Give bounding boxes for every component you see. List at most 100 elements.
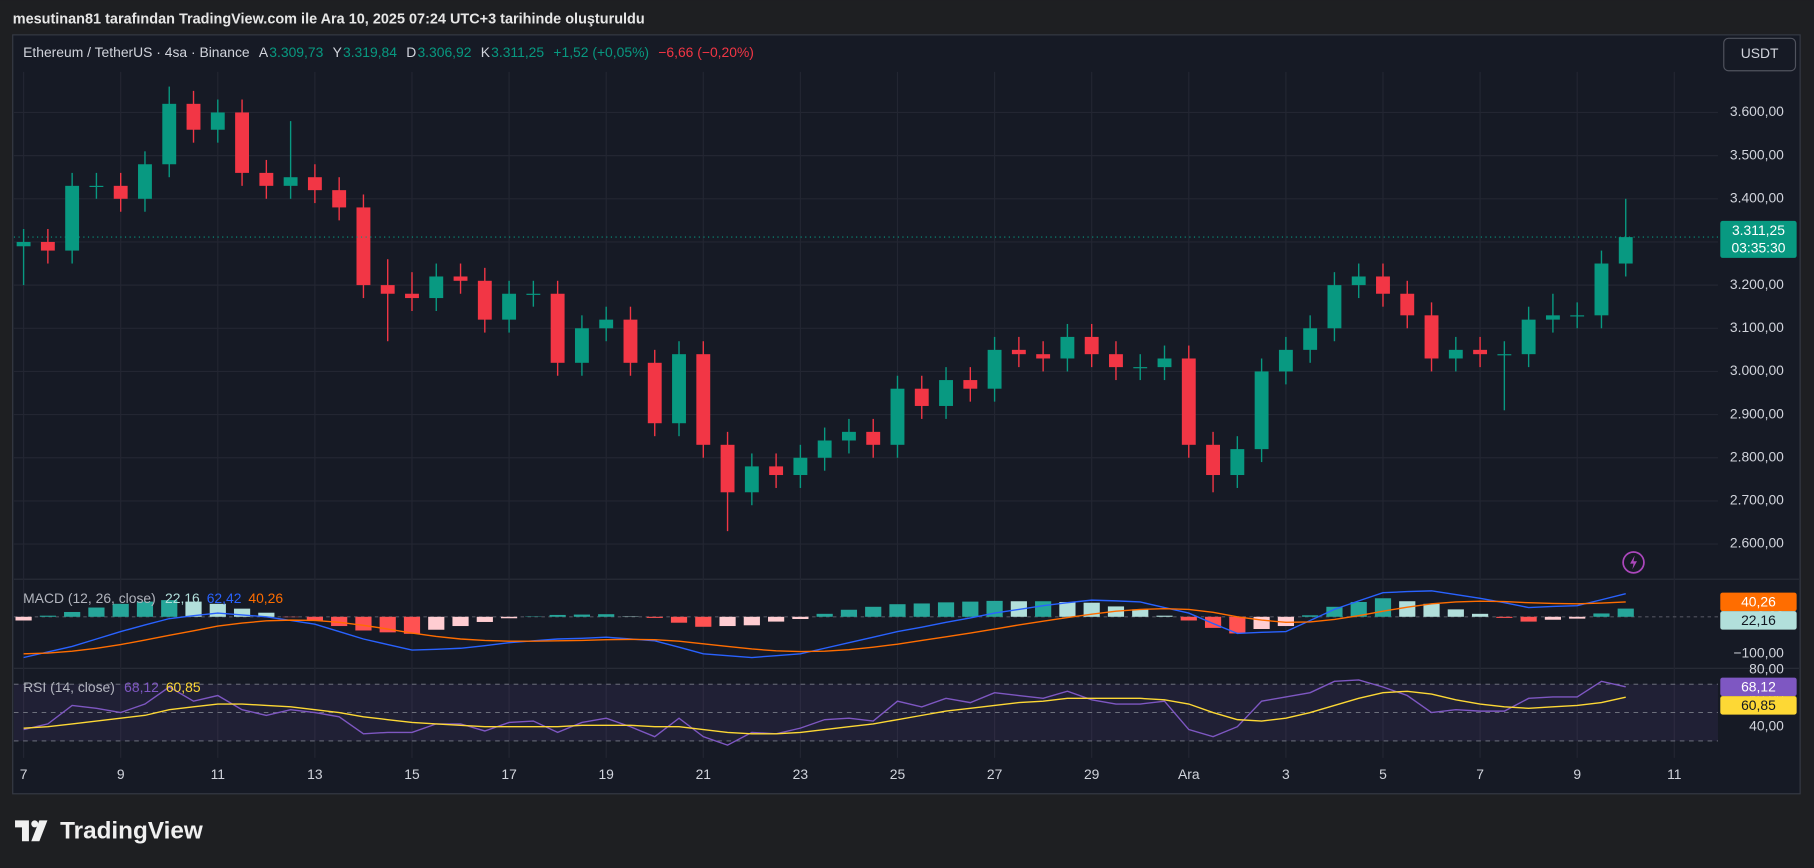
y-tick-label: 3.000,00 [1730, 362, 1784, 378]
candle-body [866, 431, 881, 445]
candle-body [89, 185, 104, 187]
candle-body [939, 380, 953, 406]
histogram-bar [889, 604, 906, 617]
currency-button[interactable] [1723, 37, 1797, 72]
candle-body [65, 185, 80, 251]
histogram-bar [233, 608, 251, 617]
price-tag [1720, 677, 1797, 697]
candle-body [696, 354, 711, 445]
currency-label[interactable]: USDT [1741, 45, 1779, 61]
candle-body [1278, 349, 1293, 372]
x-tick-label: 23 [793, 766, 809, 782]
histogram-bar [428, 616, 445, 630]
ohlc-value: 3.306,92 [417, 44, 471, 60]
candle-body [332, 190, 347, 208]
marks-layer [13, 86, 1718, 746]
brand-logo [15, 820, 48, 842]
histogram-bar [1253, 616, 1270, 630]
histogram-bar [1544, 616, 1562, 620]
candle-body [1545, 315, 1560, 320]
y-tick-label: 3.600,00 [1730, 103, 1784, 119]
x-tick-label: 11 [1667, 766, 1682, 782]
histogram-bar [1471, 613, 1489, 617]
last-price-tag [1720, 220, 1797, 258]
price-tag [1720, 611, 1797, 630]
histogram-bar [816, 613, 833, 617]
candle-body [793, 457, 808, 476]
day-change-value: −6,66 (−0,20%) [658, 44, 754, 60]
candle-body [599, 319, 614, 329]
histogram-bar [1229, 616, 1246, 634]
candle-body [429, 276, 444, 299]
histogram-bar [355, 616, 372, 631]
candle-body [623, 319, 638, 363]
brand-name: TradingView [60, 817, 203, 844]
histogram-bar [1204, 616, 1222, 628]
ohlc-value: 3.309,73 [269, 44, 323, 60]
price-tag [1720, 592, 1797, 612]
ohlc-key: D [406, 44, 416, 60]
y-tick-label: 3.400,00 [1730, 189, 1784, 205]
price-tag-label: 68,12 [1741, 679, 1776, 695]
change-value: +1,52 (+0,05%) [553, 44, 649, 60]
histogram-bar [670, 616, 688, 623]
candle-body [405, 293, 419, 299]
candle-body [1109, 354, 1123, 368]
histogram-bar [1520, 616, 1537, 622]
x-tick-label: 13 [307, 766, 323, 782]
candle-body [744, 466, 759, 493]
histogram-bar [185, 601, 202, 617]
candle-body [186, 103, 201, 130]
legend-value: 60,85 [166, 679, 201, 695]
candle-body [1327, 285, 1342, 329]
histogram-bar [695, 616, 712, 627]
x-tick-label: 29 [1084, 766, 1100, 782]
alert-bolt[interactable] [1630, 555, 1637, 570]
indicator-title: RSI (14, close) [23, 679, 115, 695]
ohlc-value: 3.311,25 [491, 44, 544, 60]
candle-body [40, 241, 55, 251]
candle-body [963, 380, 978, 389]
x-tick-label: 27 [987, 766, 1003, 782]
x-tick-label: 25 [890, 766, 906, 782]
candle-body [890, 388, 905, 445]
candle-body [769, 466, 784, 476]
histogram-bar [1035, 601, 1052, 617]
histogram-bar [331, 616, 348, 627]
histogram-bar [403, 616, 421, 634]
candle-body [720, 444, 735, 493]
histogram-bar [840, 609, 858, 617]
alert-circle[interactable] [1622, 551, 1645, 574]
histogram-bar [549, 614, 566, 617]
x-tick-label: 5 [1379, 766, 1387, 782]
candle-body [672, 354, 686, 424]
alert-icon[interactable] [1622, 551, 1645, 574]
candle-body [502, 293, 517, 320]
candle-body [1473, 349, 1488, 355]
indicator-title: MACD (12, 26, close) [23, 590, 156, 606]
price-tag-label: 22,16 [1741, 612, 1776, 628]
ohlc-key: A [259, 44, 269, 60]
candle-body [1303, 328, 1318, 350]
histogram-bar [1326, 606, 1343, 617]
countdown-label: 03:35:30 [1731, 239, 1785, 255]
x-tick-label: 3 [1282, 766, 1290, 782]
y-tick-label: 3.500,00 [1730, 146, 1784, 162]
candle-body [914, 388, 929, 406]
candle-body [235, 112, 250, 173]
histogram-bar [1059, 601, 1076, 617]
price-tag-label: 60,85 [1741, 697, 1776, 713]
y-tick-label: 2.800,00 [1730, 448, 1784, 464]
logo-part [31, 820, 39, 828]
candle-body [113, 185, 128, 199]
candle-body [453, 276, 468, 281]
histogram-bar [913, 603, 930, 617]
x-tick-label: Ara [1178, 766, 1200, 782]
histogram-bar [136, 601, 154, 617]
histogram-bar [646, 616, 663, 618]
histogram-bar [39, 615, 56, 617]
histogram-bar [792, 616, 809, 620]
logo-part [31, 820, 48, 842]
histogram-bar [719, 616, 736, 627]
